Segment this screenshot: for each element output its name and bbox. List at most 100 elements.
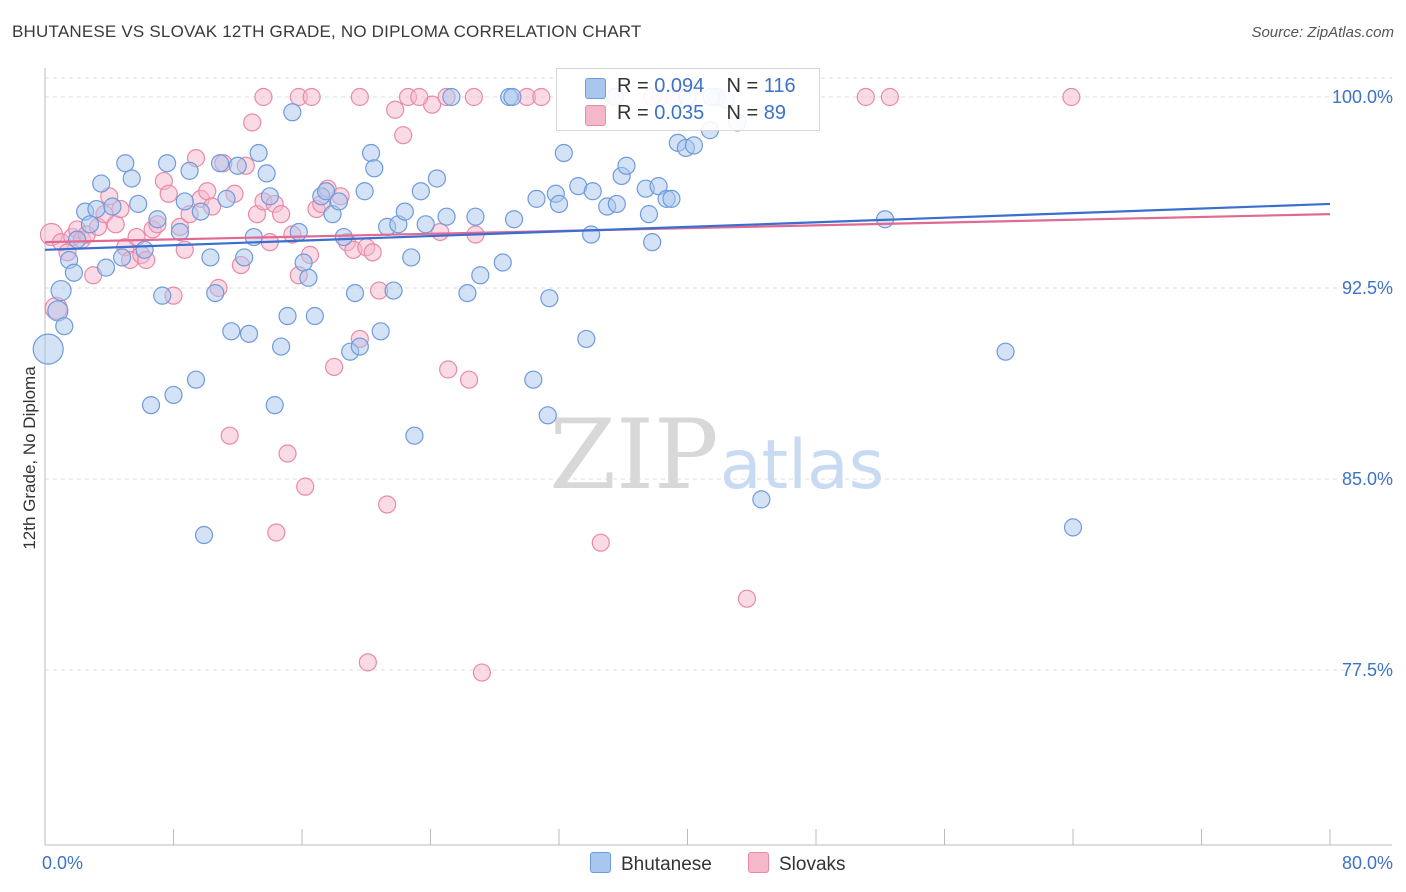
legend-swatch-bhutanese bbox=[585, 78, 606, 99]
bhutanese-point bbox=[153, 286, 172, 305]
bhutanese-point bbox=[643, 233, 662, 252]
watermark-zip: ZIP bbox=[549, 399, 718, 511]
slovaks-point bbox=[272, 205, 291, 224]
bhutanese-point bbox=[191, 202, 210, 221]
bhutanese-point bbox=[175, 192, 194, 211]
slovaks-point bbox=[243, 113, 262, 132]
bhutanese-point bbox=[538, 406, 557, 425]
bottom-legend-slovaks: Slovaks bbox=[748, 852, 846, 876]
legend-text-bhutanese: R = 0.094 N = 116 bbox=[617, 75, 796, 97]
bhutanese-point bbox=[180, 161, 199, 180]
bottom-legend-bhutanese: Bhutanese bbox=[590, 852, 712, 876]
bhutanese-point bbox=[87, 199, 106, 219]
x-tick-label-max: 80.0% bbox=[1342, 853, 1393, 873]
slovaks-point bbox=[464, 87, 483, 107]
bhutanese-point bbox=[442, 87, 461, 107]
bottom-legend-label-bhutanese: Bhutanese bbox=[621, 854, 712, 875]
bhutanese-point bbox=[549, 194, 569, 214]
series-bhutanese bbox=[32, 87, 1083, 545]
bhutanese-point bbox=[350, 337, 369, 356]
bhutanese-point bbox=[402, 248, 421, 267]
bhutanese-point bbox=[504, 210, 524, 229]
bhutanese-point bbox=[365, 159, 384, 178]
bottom-legend-swatch-bhutanese bbox=[590, 852, 611, 873]
bhutanese-point bbox=[210, 154, 230, 173]
bhutanese-point bbox=[503, 87, 522, 107]
bottom-legend-swatch-slovaks bbox=[748, 852, 769, 873]
slovaks-point bbox=[856, 87, 875, 107]
legend-text-slovaks: R = 0.035 N = 89 bbox=[617, 102, 787, 124]
axes bbox=[44, 68, 1392, 846]
slovaks-point bbox=[439, 360, 458, 379]
bhutanese-point bbox=[427, 169, 447, 188]
bhutanese-point bbox=[249, 143, 268, 163]
chart-source: Source: ZipAtlas.com bbox=[1251, 24, 1394, 41]
bhutanese-point bbox=[334, 227, 353, 247]
bottom-legend-label-slovaks: Slovaks bbox=[779, 854, 846, 875]
slovaks-point bbox=[386, 100, 405, 119]
bhutanese-point bbox=[122, 169, 141, 188]
bhutanese-point bbox=[540, 289, 559, 308]
y-tick-label-0: 77.5% bbox=[1342, 660, 1393, 680]
slovaks-point bbox=[106, 215, 125, 234]
bhutanese-point bbox=[395, 202, 414, 221]
bhutanese-point bbox=[582, 225, 601, 244]
slovaks-point bbox=[325, 357, 344, 377]
bhutanese-point bbox=[272, 337, 291, 356]
slovaks-point bbox=[220, 426, 239, 445]
bhutanese-point bbox=[201, 248, 220, 267]
bhutanese-point bbox=[411, 182, 430, 201]
slovaks-point bbox=[278, 444, 297, 463]
bhutanese-point bbox=[329, 192, 349, 211]
slovaks-point bbox=[472, 663, 491, 682]
slovaks-point bbox=[737, 589, 757, 608]
bhutanese-point bbox=[194, 525, 214, 545]
bhutanese-point bbox=[684, 136, 704, 155]
bhutanese-point bbox=[164, 385, 183, 405]
bhutanese-point bbox=[64, 263, 84, 282]
x-tick-label-min: 0.0% bbox=[42, 853, 83, 873]
bhutanese-point bbox=[283, 103, 302, 122]
bhutanese-point bbox=[583, 182, 602, 201]
bhutanese-point bbox=[206, 283, 225, 303]
bhutanese-point bbox=[639, 205, 659, 224]
bhutanese-point bbox=[305, 306, 324, 326]
bhutanese-point bbox=[186, 370, 206, 389]
bhutanese-point bbox=[257, 164, 276, 183]
slovaks-point bbox=[378, 495, 397, 514]
bhutanese-point bbox=[493, 253, 512, 272]
bhutanese-point bbox=[554, 143, 573, 163]
bhutanese-point bbox=[345, 283, 365, 303]
bhutanese-point bbox=[294, 253, 313, 272]
bhutanese-point bbox=[416, 215, 435, 234]
bhutanese-point bbox=[141, 396, 161, 415]
bhutanese-point bbox=[316, 182, 336, 201]
slovaks-point bbox=[363, 243, 382, 262]
bhutanese-point bbox=[96, 258, 116, 277]
bhutanese-point bbox=[148, 210, 167, 229]
chart-title: BHUTANESE VS SLOVAK 12TH GRADE, NO DIPLO… bbox=[12, 22, 642, 41]
bhutanese-point bbox=[55, 317, 74, 336]
bhutanese-point bbox=[471, 266, 490, 285]
bhutanese-point bbox=[361, 143, 381, 163]
bhutanese-point bbox=[466, 207, 485, 226]
slovaks-point bbox=[267, 523, 286, 542]
bhutanese-point bbox=[527, 189, 546, 208]
bhutanese-point bbox=[577, 329, 596, 349]
bhutanese-point bbox=[135, 240, 154, 259]
bhutanese-point bbox=[607, 194, 626, 214]
slovaks-point bbox=[410, 87, 429, 107]
bhutanese-point bbox=[458, 283, 477, 303]
bhutanese-point bbox=[68, 230, 87, 249]
bhutanese-point bbox=[228, 156, 247, 175]
watermark: ZIP atlas bbox=[549, 399, 884, 511]
bhutanese-point bbox=[437, 207, 456, 226]
legend-swatch-slovaks bbox=[585, 105, 606, 126]
bhutanese-point bbox=[260, 187, 279, 206]
bhutanese-point bbox=[129, 194, 148, 214]
bhutanese-point bbox=[239, 324, 259, 343]
bhutanese-point bbox=[116, 154, 135, 173]
bhutanese-point bbox=[617, 156, 636, 175]
bhutanese-point bbox=[278, 306, 297, 326]
bhutanese-point bbox=[524, 370, 543, 389]
